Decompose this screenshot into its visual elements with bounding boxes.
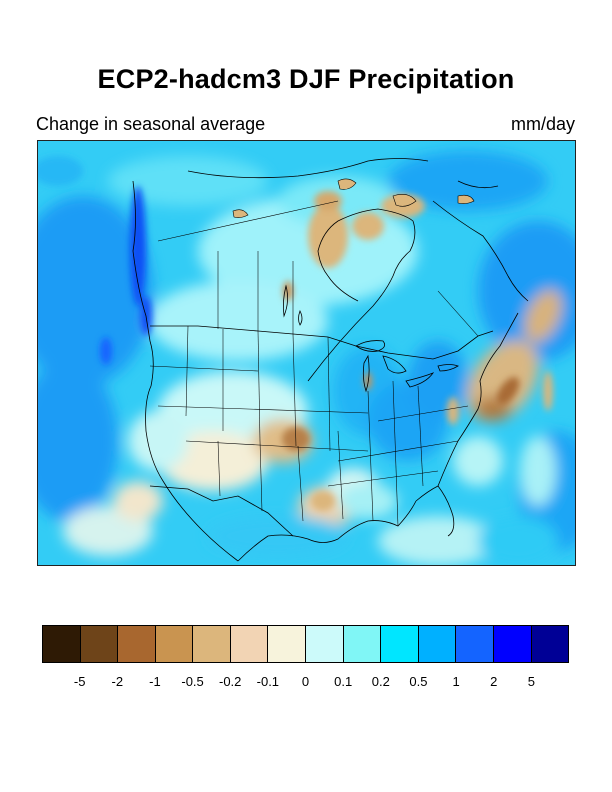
color-legend-labels: -5 -2 -1 -0.5 -0.2 -0.1 0 0.1 0.2 0.5 1 2 5 xyxy=(0,674,612,694)
legend-swatch xyxy=(456,626,494,662)
legend-swatch xyxy=(43,626,81,662)
map-canvas xyxy=(38,141,575,565)
legend-tick-label: -0.2 xyxy=(219,674,242,689)
canada-us-border xyxy=(150,325,494,360)
legend-swatch xyxy=(230,626,269,662)
legend-tick-label: -0.1 xyxy=(256,674,280,689)
page-title: ECP2-hadcm3 DJF Precipitation xyxy=(97,64,515,94)
legend-swatch xyxy=(268,626,307,662)
legend-tick-label: -5 xyxy=(73,674,86,689)
map-subtitle: Change in seasonal average xyxy=(36,114,266,134)
precipitation-map xyxy=(37,140,576,566)
legend-tick-label: -1 xyxy=(149,674,161,689)
legend-swatch xyxy=(193,626,231,662)
legend-swatch xyxy=(155,626,194,662)
precip-anomaly-field xyxy=(38,151,575,565)
legend-swatch xyxy=(493,626,532,662)
legend-tick-label: 5 xyxy=(527,674,535,689)
legend-tick-label: 2 xyxy=(490,674,498,689)
legend-tick-label: -2 xyxy=(111,674,124,689)
legend-tick-label: 1 xyxy=(452,674,460,689)
legend-swatch xyxy=(418,626,457,662)
legend-swatch xyxy=(343,626,382,662)
legend-swatch xyxy=(118,626,156,662)
legend-tick-label: 0.1 xyxy=(334,674,353,689)
legend-swatch xyxy=(306,626,344,662)
legend-tick-label: 0 xyxy=(301,674,310,689)
legend-tick-label: -0.5 xyxy=(181,674,204,689)
state-province-borders xyxy=(149,200,479,527)
legend-swatch xyxy=(531,626,569,662)
us-mexico-border xyxy=(149,485,294,537)
arctic-islands xyxy=(232,178,475,218)
legend-tick-label: 0.2 xyxy=(371,674,390,689)
legend-swatch xyxy=(80,626,119,662)
units-label: mm/day xyxy=(510,114,575,134)
legend-swatch xyxy=(381,626,419,662)
coastlines xyxy=(132,158,529,562)
great-lakes xyxy=(282,284,459,393)
legend-tick-label: 0.5 xyxy=(409,674,428,689)
color-legend-bar xyxy=(42,625,569,663)
